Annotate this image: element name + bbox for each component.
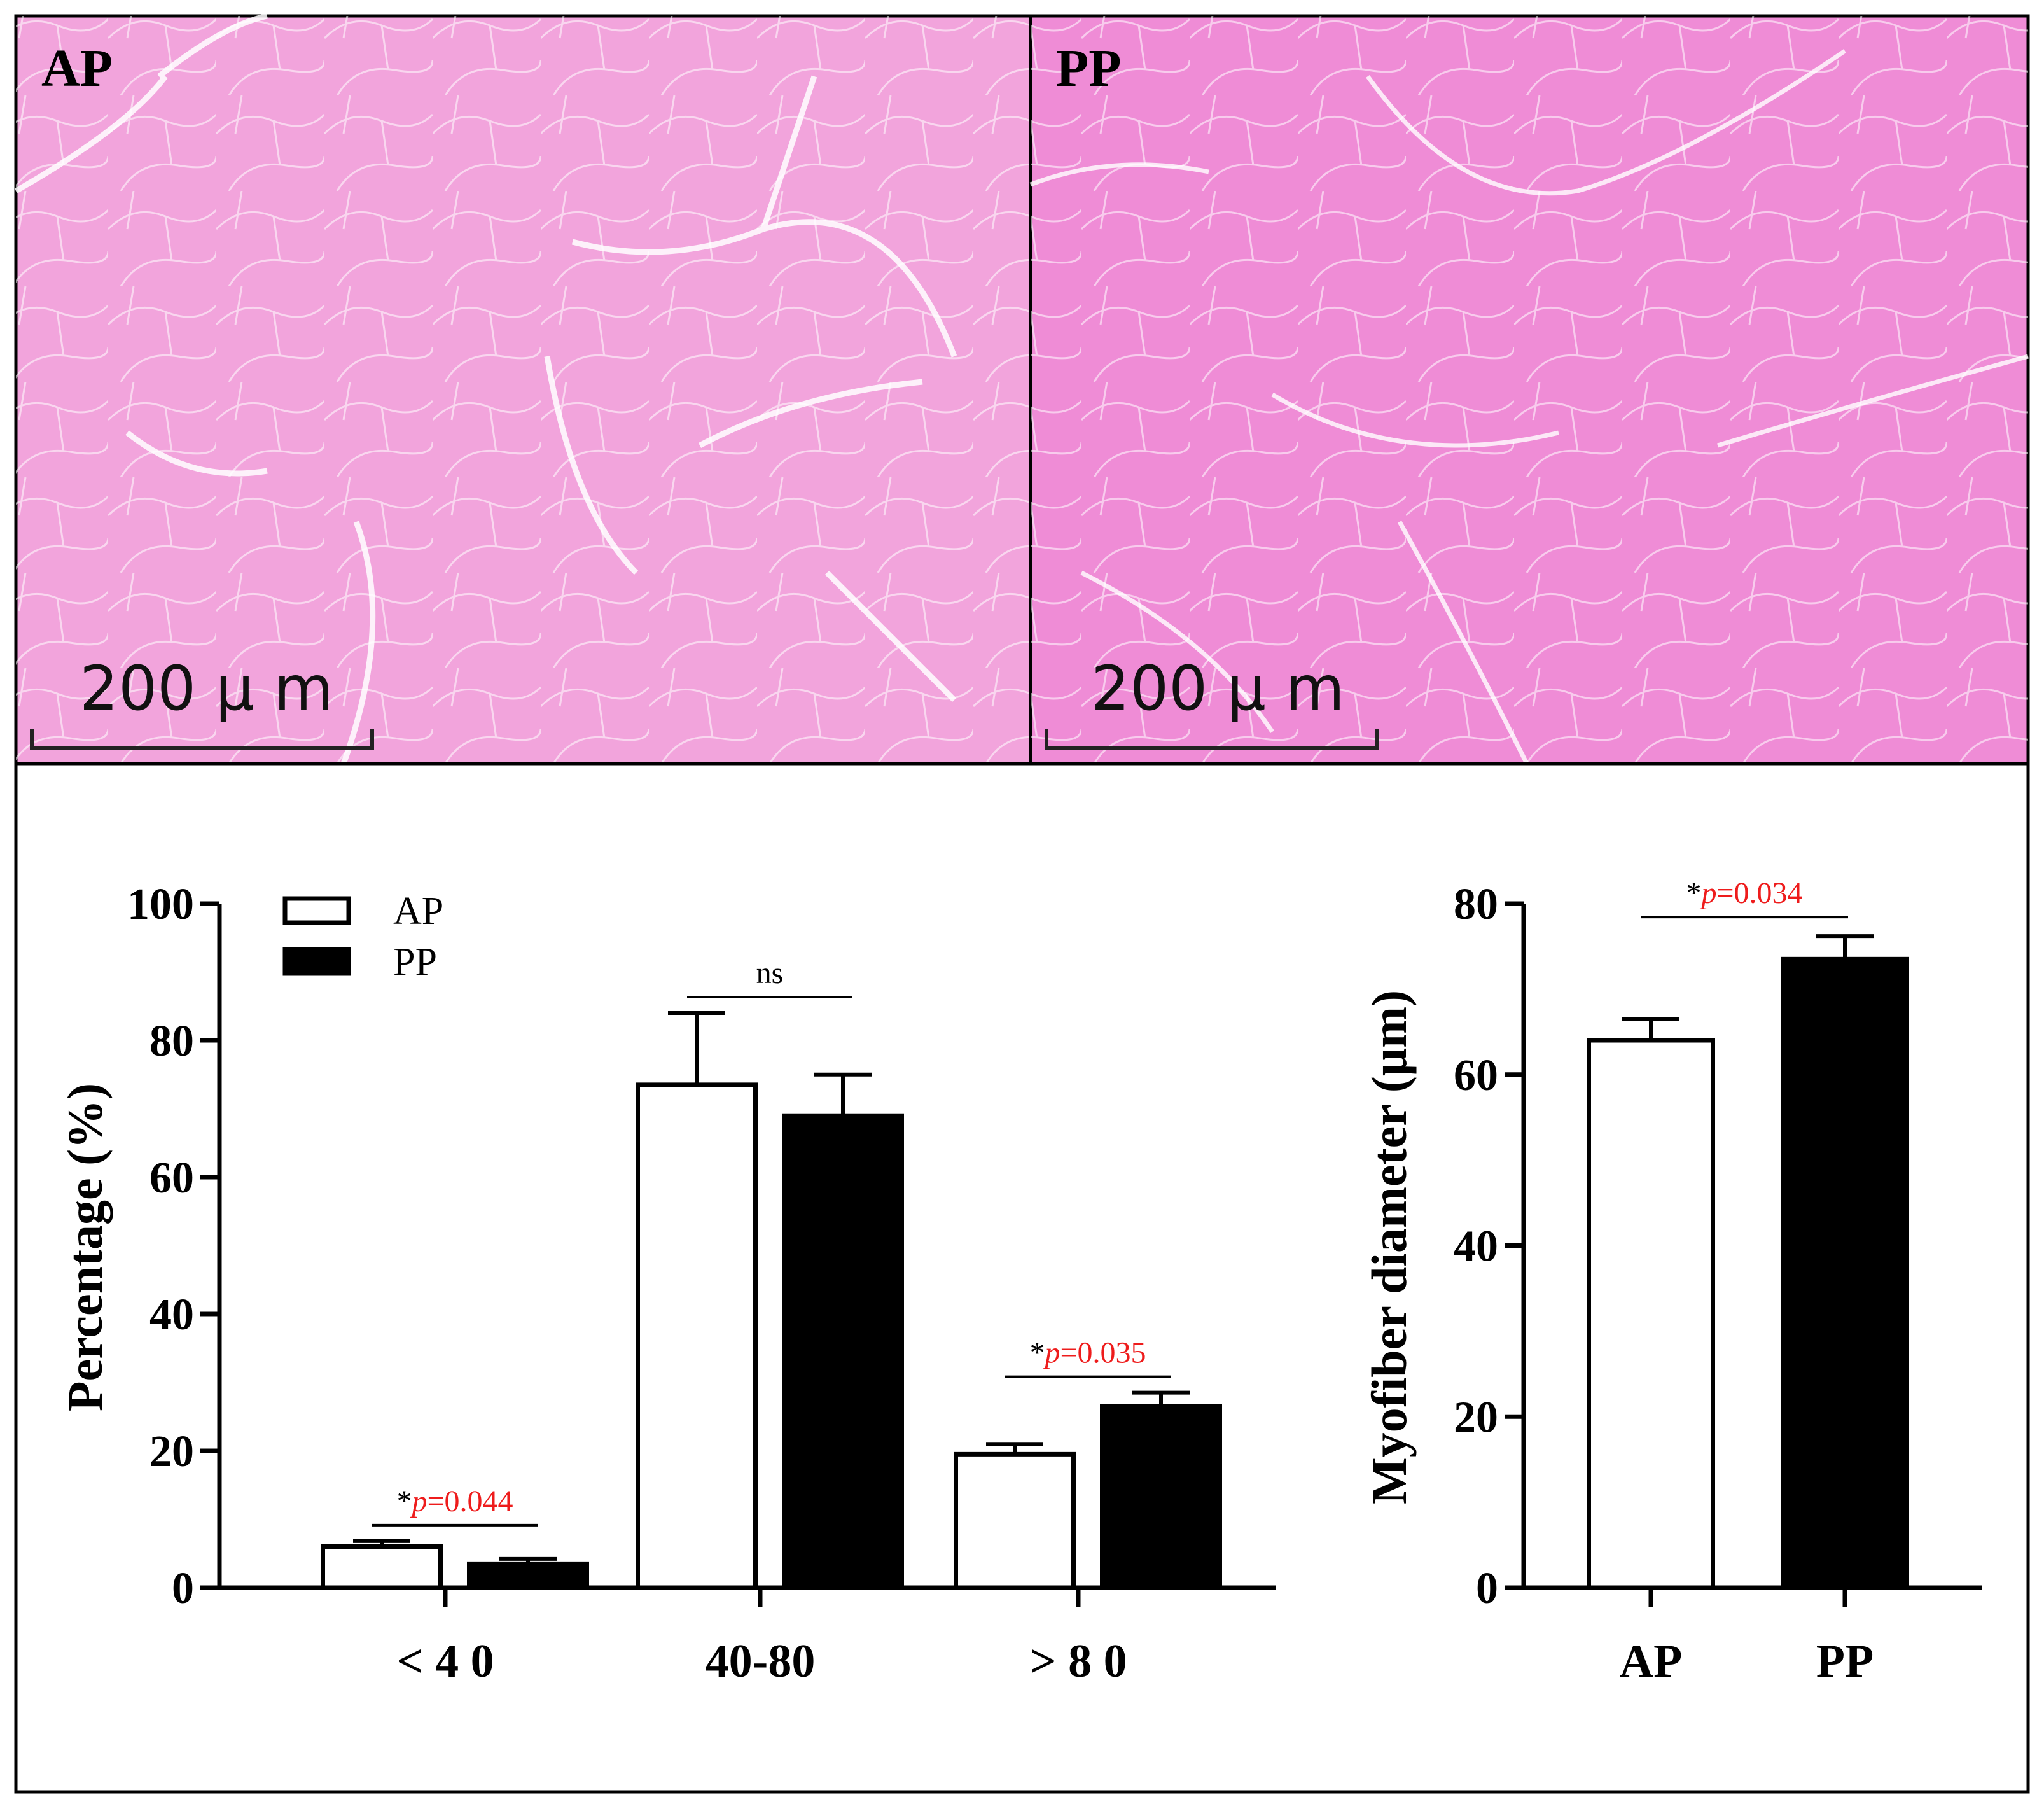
micrograph-pp-scale-text: 200 μ m — [1091, 653, 1345, 724]
significance-label: ns — [756, 956, 784, 990]
diameter-y-tick-label: 0 — [1476, 1564, 1498, 1613]
percentage-chart: Percentage (%) AP PP 0 20 40 60 80 100 < 4 0 40… — [57, 880, 1276, 1688]
micrograph-pp-scale-bar — [1045, 729, 1379, 750]
legend-swatch-ap — [282, 896, 351, 925]
bar-pp — [467, 1561, 589, 1590]
diameter-y-tick-label: 80 — [1454, 880, 1498, 929]
diameter-y-tick-label: 40 — [1454, 1222, 1498, 1271]
bar-pp — [1781, 956, 1909, 1590]
percentage-y-tick-label: 20 — [149, 1427, 194, 1476]
bar-pp — [1100, 1404, 1222, 1590]
bar-ap — [321, 1544, 443, 1590]
bar-ap — [1587, 1038, 1715, 1590]
percentage-x-tick-label: > 8 0 — [1029, 1635, 1127, 1688]
percentage-y-tick-label: 80 — [149, 1017, 194, 1066]
percentage-y-tick-label: 0 — [172, 1564, 194, 1613]
diameter-chart: Myofiber diameter (μm) 0 20 40 60 80 AP PP *p=0… — [1361, 876, 1982, 1688]
diameter-x-tick-label: PP — [1816, 1635, 1874, 1688]
significance-label: *p=0.034 — [1686, 876, 1802, 910]
legend-swatch-pp — [282, 947, 351, 976]
legend-label-pp: PP — [393, 940, 437, 984]
significance-label: *p=0.035 — [1029, 1336, 1146, 1370]
percentage-y-tick-label: 60 — [149, 1154, 194, 1203]
micrograph-ap: AP 200 μ m — [14, 13, 1032, 766]
percentage-y-tick-label: 40 — [149, 1290, 194, 1339]
percentage-y-tick-label: 100 — [127, 880, 194, 929]
percentage-y-title: Percentage (%) — [57, 1083, 113, 1411]
percentage-x-tick-label: 40-80 — [706, 1635, 816, 1688]
micrograph-ap-scale-bar — [30, 729, 374, 750]
bar-ap — [636, 1082, 758, 1590]
micrograph-pp-label: PP — [1056, 39, 1122, 98]
micrograph-ap-scale-text: 200 μ m — [80, 653, 333, 724]
micrograph-ap-label: AP — [41, 39, 113, 98]
bar-ap — [954, 1451, 1076, 1590]
percentage-x-tick-label: < 4 0 — [396, 1635, 494, 1688]
micrograph-pp: PP 200 μ m — [1029, 14, 2030, 766]
diameter-y-tick-label: 60 — [1454, 1051, 1498, 1100]
diameter-x-tick-label: AP — [1620, 1635, 1683, 1688]
legend-label-ap: AP — [393, 890, 443, 933]
diameter-y-title: Myofiber diameter (μm) — [1361, 990, 1417, 1504]
percentage-legend: AP PP — [282, 890, 443, 984]
significance-label: *p=0.044 — [396, 1485, 513, 1518]
bar-pp — [782, 1113, 904, 1590]
diameter-y-tick-label: 20 — [1454, 1393, 1498, 1442]
